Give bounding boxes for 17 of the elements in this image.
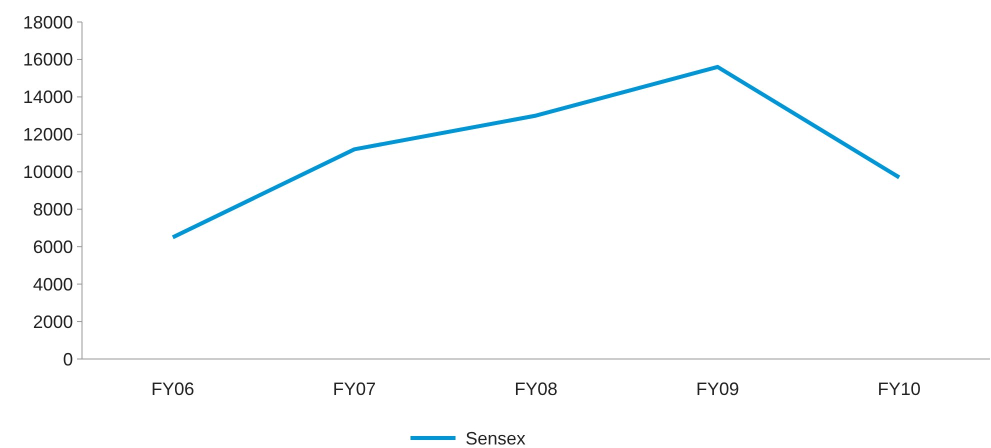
y-tick-label: 8000 bbox=[32, 200, 73, 220]
y-tick-label: 4000 bbox=[32, 274, 73, 294]
y-tick-label: 0 bbox=[62, 349, 73, 370]
y-tick-label: 10000 bbox=[22, 162, 73, 182]
y-tick-label: 6000 bbox=[32, 236, 73, 257]
x-tick-label: FY09 bbox=[696, 379, 740, 399]
y-tick-label: 12000 bbox=[22, 124, 73, 145]
x-tick-label: FY08 bbox=[514, 379, 558, 399]
y-tick-label: 18000 bbox=[22, 12, 73, 32]
x-tick-label: FY06 bbox=[151, 379, 194, 399]
legend-label: Sensex bbox=[466, 428, 526, 448]
y-tick-label: 16000 bbox=[22, 50, 73, 70]
x-tick-label: FY10 bbox=[878, 379, 921, 399]
line-series bbox=[170, 64, 902, 240]
y-tick-label: 2000 bbox=[32, 312, 73, 332]
x-tick-label: FY07 bbox=[332, 379, 376, 399]
y-tick-label: 14000 bbox=[22, 87, 73, 108]
